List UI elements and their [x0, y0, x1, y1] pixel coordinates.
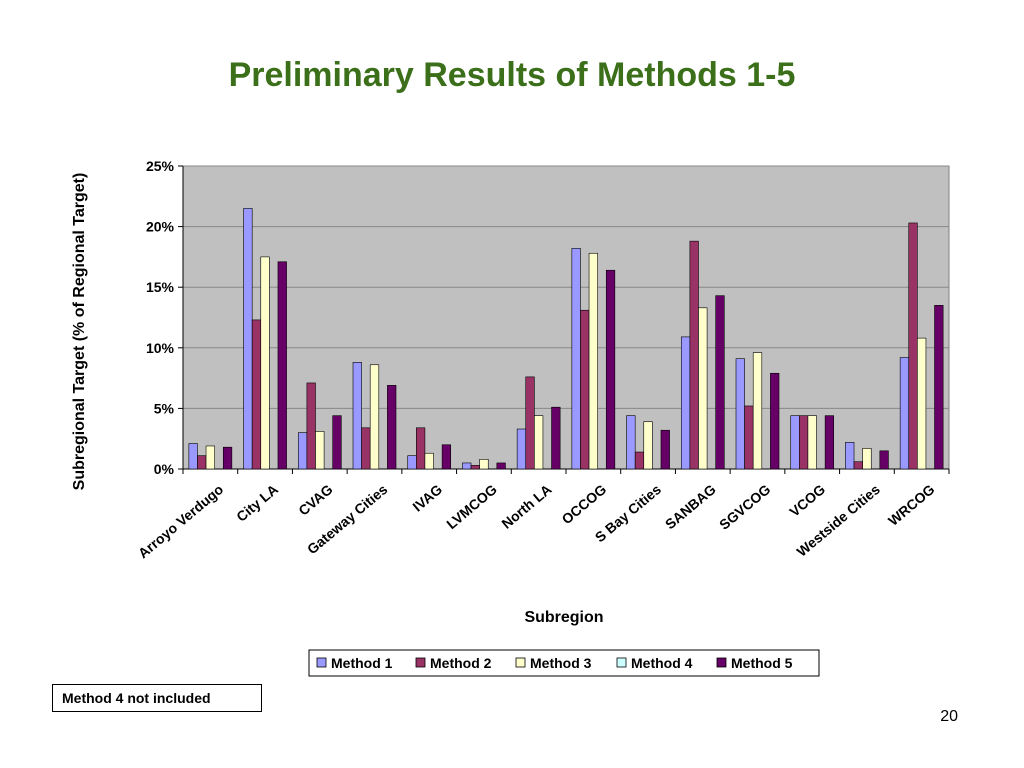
y-tick-label: 25%	[146, 158, 175, 174]
bar	[387, 385, 397, 470]
bar	[222, 446, 233, 470]
x-tick-label: WRCOG	[885, 481, 938, 529]
bar	[934, 305, 944, 470]
bar	[516, 428, 527, 470]
bar	[361, 427, 371, 470]
legend-swatch	[316, 657, 327, 668]
bar	[297, 432, 308, 470]
x-tick-label: SANBAG	[662, 481, 719, 532]
legend-swatch	[616, 657, 627, 668]
bar	[369, 364, 380, 470]
y-tick-label: 10%	[146, 340, 175, 356]
x-tick-label: IVAG	[409, 481, 445, 515]
bar	[862, 448, 872, 470]
y-tick-label: 15%	[146, 279, 175, 295]
bar	[551, 406, 561, 470]
bar	[689, 240, 699, 470]
x-axis-title: Subregion	[524, 609, 603, 626]
bar	[626, 415, 636, 470]
bar	[680, 336, 691, 470]
bar	[807, 415, 817, 470]
bar	[605, 269, 616, 470]
bar	[580, 309, 590, 470]
bar	[799, 415, 809, 470]
bar	[643, 421, 653, 470]
x-tick-label: North LA	[498, 481, 554, 532]
x-tick-label: LVMCOG	[443, 481, 500, 532]
bar	[205, 445, 215, 470]
legend-swatch	[515, 657, 526, 668]
bar	[899, 357, 910, 470]
bar	[470, 465, 480, 470]
bar	[744, 405, 754, 470]
bar	[407, 455, 417, 470]
bar	[352, 362, 362, 470]
bar	[416, 427, 426, 470]
bar	[790, 415, 800, 470]
bar	[332, 415, 342, 470]
bar	[197, 455, 207, 470]
bar	[260, 256, 270, 470]
bar	[243, 208, 253, 470]
x-tick-label: OCCOG	[558, 481, 609, 527]
plot-area	[182, 165, 950, 470]
slide-title: Preliminary Results of Methods 1-5	[228, 56, 796, 94]
bar	[496, 462, 506, 470]
bar	[462, 462, 472, 470]
bar	[735, 358, 745, 470]
x-tick-label: SGVCOG	[716, 481, 773, 533]
bar	[908, 222, 918, 470]
legend-label: Method 3	[530, 655, 592, 671]
y-tick-label: 5%	[154, 400, 175, 416]
bar	[588, 252, 598, 470]
bar	[770, 372, 780, 470]
y-tick-label: 20%	[146, 219, 175, 235]
bar	[752, 352, 763, 470]
y-tick-label: 0%	[154, 461, 175, 477]
legend-label: Method 1	[331, 655, 393, 671]
legend-label: Method 4	[631, 655, 693, 671]
x-tick-label: City LA	[233, 481, 281, 525]
bar	[534, 415, 544, 470]
bar	[824, 415, 835, 470]
bar	[634, 451, 645, 470]
x-tick-label: CVAG	[295, 481, 336, 519]
x-tick-label: VCOG	[786, 481, 828, 520]
bar	[917, 337, 927, 470]
legend-label: Method 5	[731, 655, 793, 671]
bar	[188, 443, 198, 470]
bar	[424, 452, 434, 470]
bar	[251, 319, 262, 470]
bar	[571, 248, 581, 470]
bar	[879, 450, 889, 470]
page-number: 20	[940, 708, 958, 725]
bar	[853, 461, 863, 470]
y-axis-title: Subregional Target (% of Regional Target…	[71, 173, 88, 491]
legend-swatch	[716, 657, 727, 668]
legend-label: Method 2	[430, 655, 492, 671]
bar	[315, 431, 325, 470]
bar	[698, 307, 708, 470]
bar	[715, 295, 725, 470]
x-tick-label: Arroyo Verdugo	[135, 481, 226, 561]
note-box: Method 4 not included	[52, 684, 262, 712]
bar	[525, 376, 535, 470]
legend-box	[308, 649, 820, 677]
legend-swatch	[415, 657, 426, 668]
bar	[306, 382, 316, 470]
bar	[660, 429, 670, 470]
bar	[479, 459, 489, 470]
bar	[441, 444, 452, 470]
bar	[277, 261, 287, 470]
bar	[845, 442, 855, 470]
